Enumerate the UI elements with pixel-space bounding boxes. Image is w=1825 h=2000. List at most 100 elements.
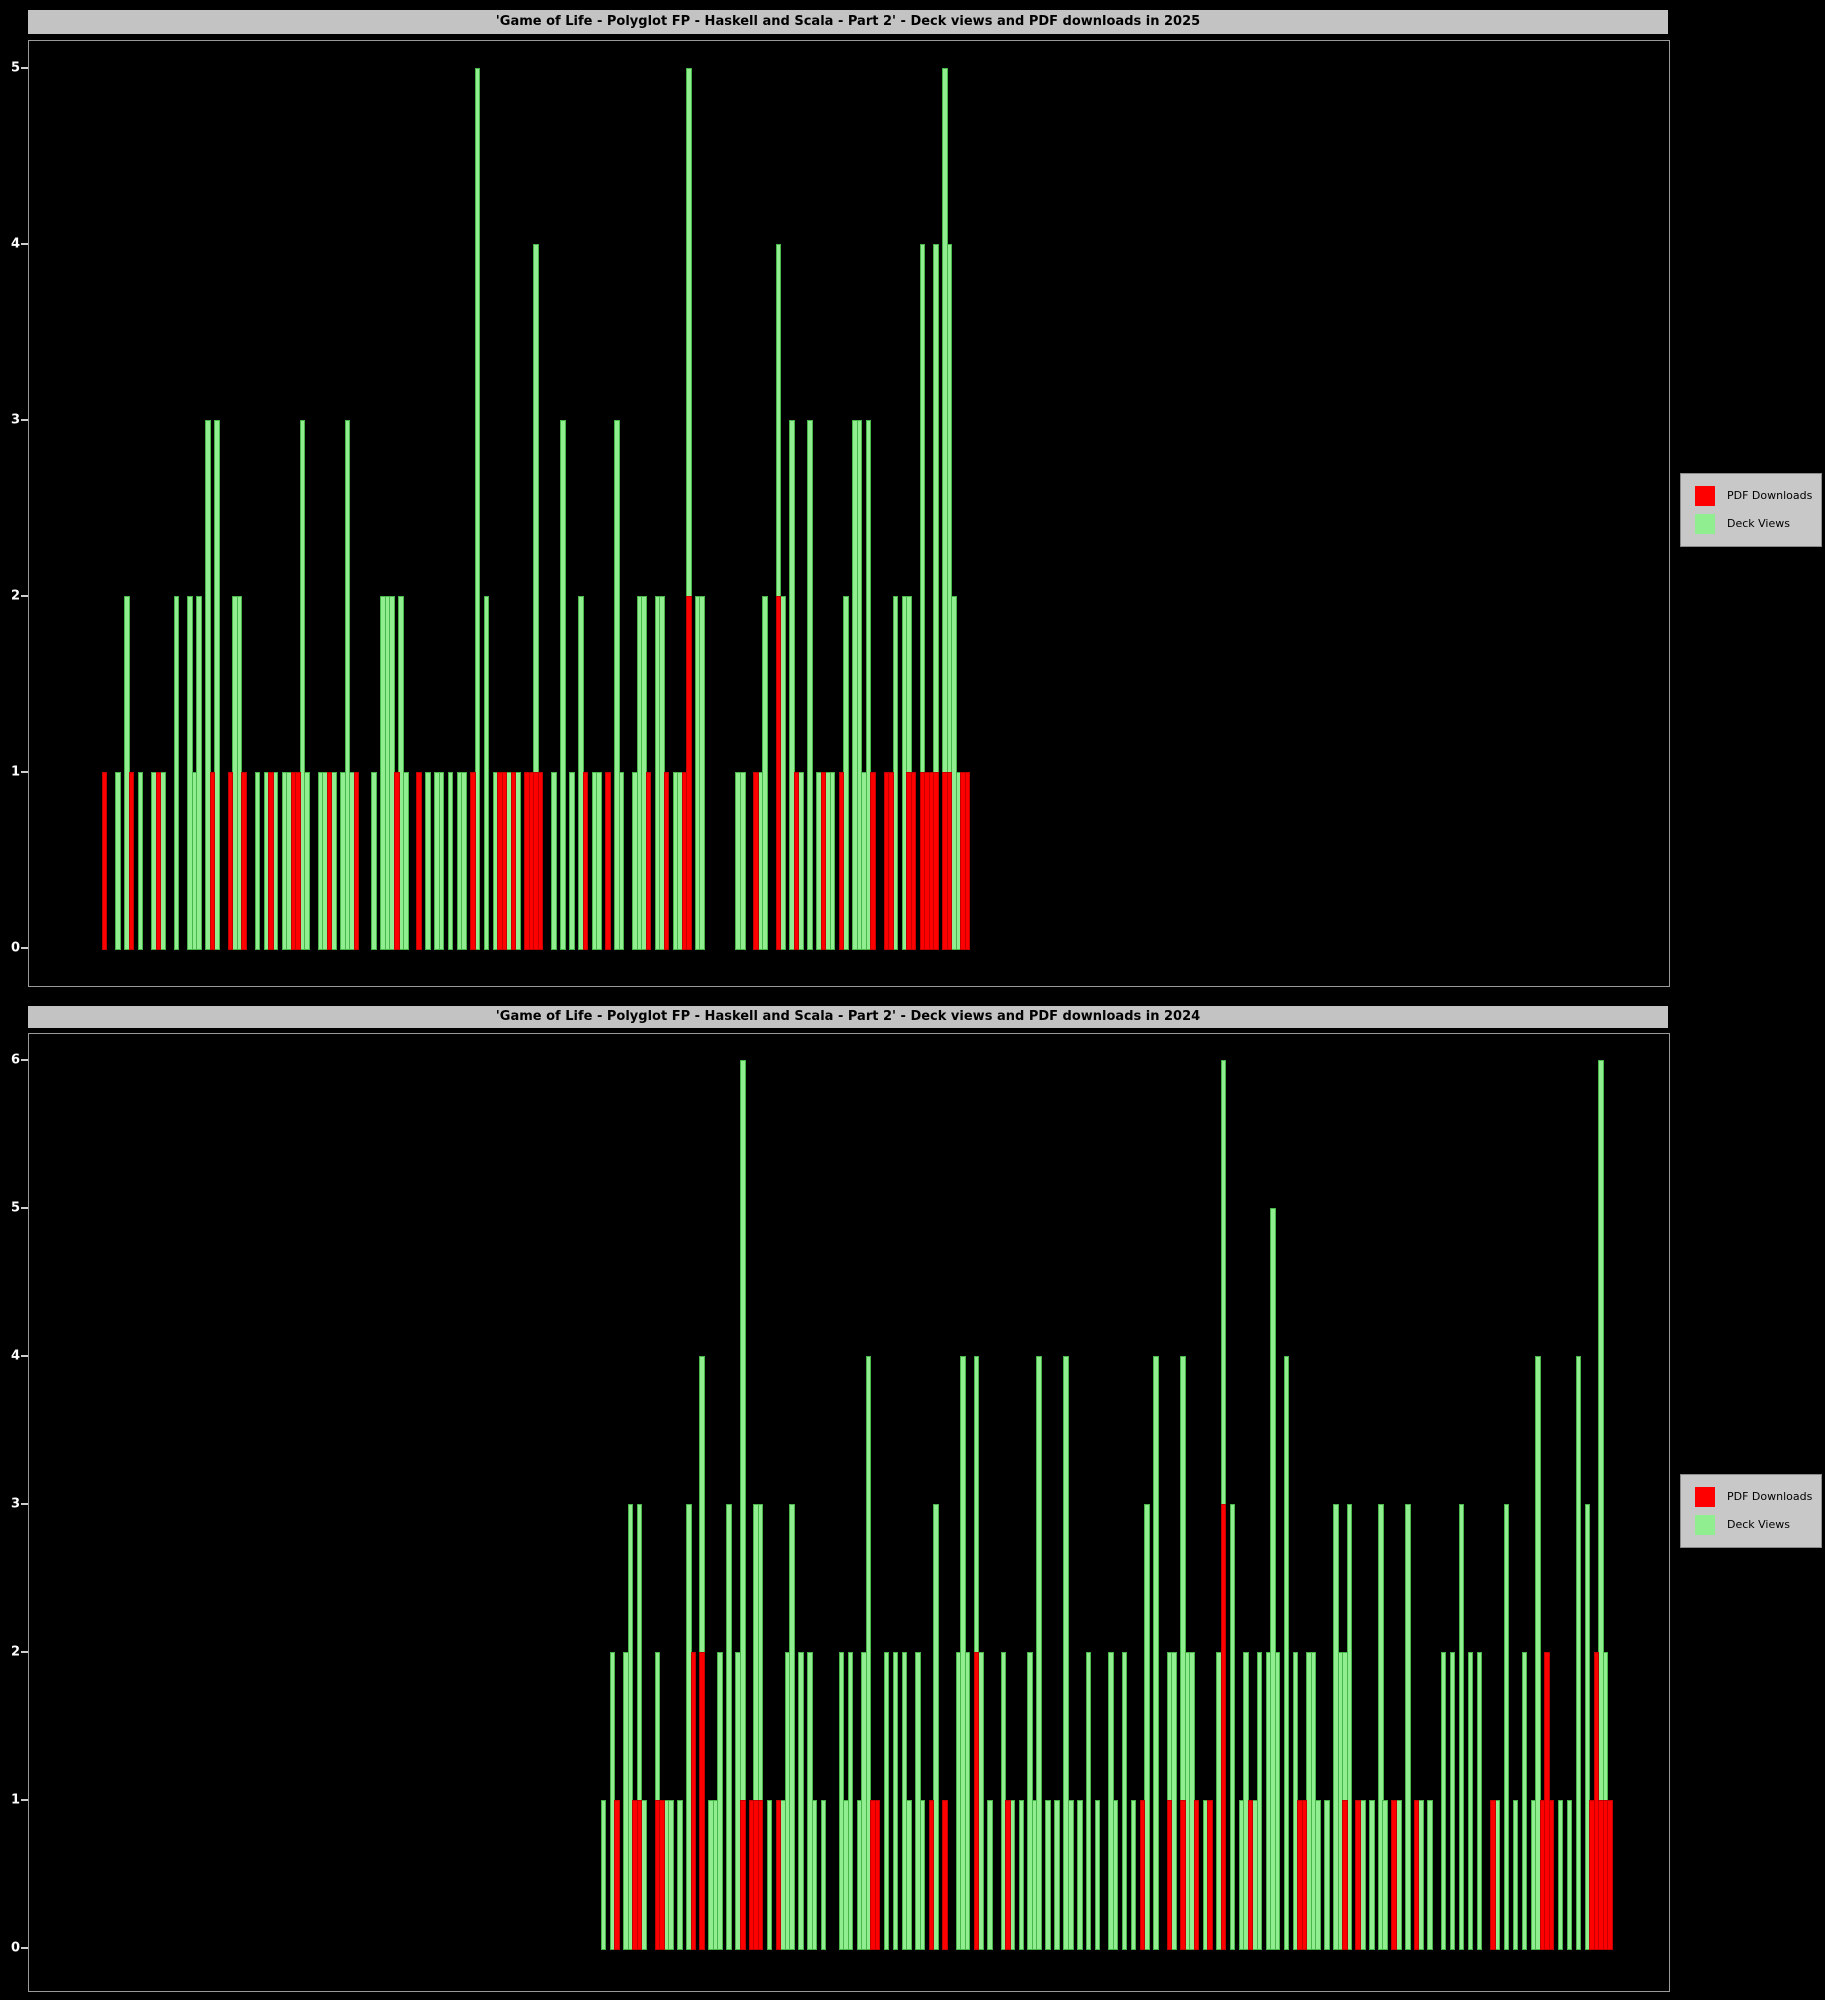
bar-deck-views [1404, 1504, 1411, 1950]
bar-deck-views [1557, 1800, 1564, 1950]
bar-deck-views [569, 772, 575, 950]
y-tick-mark [21, 1799, 28, 1801]
bar-deck-views [883, 1652, 890, 1950]
bar-pdf-downloads [1355, 1800, 1362, 1950]
bar-deck-views [1476, 1652, 1483, 1950]
legend-item-pdf-downloads: PDF Downloads [1681, 482, 1821, 510]
bar-pdf-downloads [1342, 1800, 1348, 1950]
y-tick-mark [21, 771, 28, 773]
bar-deck-views [1458, 1504, 1465, 1950]
bar-deck-views [1085, 1652, 1092, 1950]
bar-pdf-downloads [353, 772, 360, 950]
bar-pdf-downloads [537, 772, 544, 950]
bar-pdf-downloads [739, 1800, 746, 1950]
bar-pdf-downloads [690, 1652, 697, 1950]
bar-deck-views [699, 596, 706, 950]
bar-deck-views [987, 1800, 993, 1950]
bar-pdf-downloads [793, 772, 800, 950]
bar-pdf-downloads [605, 772, 611, 950]
bar-pdf-downloads [241, 772, 247, 950]
bar-deck-views [919, 1800, 926, 1950]
bar-deck-views [1346, 1504, 1353, 1950]
bar-deck-views [1076, 1800, 1083, 1950]
bar-deck-views [677, 1800, 683, 1950]
y-tick-mark [21, 1503, 28, 1505]
bar-deck-views [668, 1800, 674, 1950]
bar-pdf-downloads [946, 772, 953, 950]
bar-deck-views [807, 420, 813, 950]
bar-deck-views [1153, 1356, 1159, 1950]
bar-pdf-downloads [1247, 1800, 1254, 1950]
bar-pdf-downloads [645, 772, 652, 950]
bar-pdf-downloads [1166, 1800, 1173, 1950]
bar-deck-views [1270, 1208, 1276, 1950]
bar-deck-views [1377, 1504, 1384, 1950]
bar-deck-views [1575, 1356, 1582, 1950]
y-tick-mark [21, 1207, 28, 1209]
bar-deck-views [847, 1652, 854, 1950]
bar-deck-views [964, 1652, 971, 1950]
bar-deck-views [1427, 1800, 1433, 1950]
y-tick-mark [21, 1651, 28, 1653]
bar-deck-views [205, 420, 211, 950]
bar-pdf-downloads [928, 1800, 935, 1950]
bar-deck-views [1036, 1356, 1043, 1950]
y-tick-mark [21, 419, 28, 421]
y-tick-mark [21, 67, 28, 69]
bar-pdf-downloads [973, 1652, 980, 1950]
bar-pdf-downloads [1005, 1800, 1011, 1950]
pdf-downloads-label: PDF Downloads [1727, 1490, 1813, 1503]
bar-pdf-downloads [933, 772, 939, 950]
bar-pdf-downloads [510, 772, 517, 950]
bar-pdf-downloads [699, 1652, 706, 1950]
y-tick-label: 2 [10, 1644, 20, 1660]
bar-pdf-downloads [268, 772, 274, 950]
bar-pdf-downloads [888, 772, 894, 950]
bar-pdf-downloads [753, 772, 759, 950]
bar-deck-views [1382, 1800, 1389, 1950]
bar-deck-views [1440, 1652, 1447, 1950]
bar-pdf-downloads [128, 772, 135, 950]
deck-views-swatch [1695, 1515, 1715, 1535]
y-tick-label: 3 [10, 1496, 20, 1512]
bar-pdf-downloads [227, 772, 234, 950]
bar-deck-views [1229, 1504, 1236, 1950]
y-tick-label: 4 [10, 1348, 20, 1364]
bar-deck-views [196, 596, 202, 950]
legend-item-deck-views: Deck Views [1681, 1511, 1821, 1539]
y-tick-label: 3 [10, 412, 20, 428]
y-tick-label: 1 [10, 764, 20, 780]
bar-deck-views [438, 772, 445, 950]
bar-deck-views [483, 596, 490, 950]
bar-deck-views [766, 1800, 773, 1950]
bar-deck-views [137, 772, 144, 950]
bar-deck-views [304, 772, 310, 950]
bar-deck-views [474, 68, 481, 950]
y-tick-label: 0 [10, 1940, 20, 1956]
bar-deck-views [600, 1800, 607, 1950]
bar-deck-views [789, 1504, 795, 1950]
bar-deck-views [1368, 1800, 1375, 1950]
bar-deck-views [115, 772, 121, 950]
bar-pdf-downloads [686, 596, 692, 950]
bar-deck-views [798, 1652, 804, 1950]
chart-title-2024: 'Game of Life - Polyglot FP - Haskell an… [28, 1006, 1668, 1028]
bar-pdf-downloads [614, 1800, 620, 1950]
y-tick-mark [21, 1947, 28, 1949]
bar-pdf-downloads [155, 772, 162, 950]
y-tick-mark [21, 1059, 28, 1061]
bar-deck-views [1067, 1800, 1074, 1950]
bar-deck-views [596, 772, 602, 950]
bar-deck-views [811, 1800, 818, 1950]
bar-deck-views [865, 420, 872, 950]
deck-views-swatch [1695, 514, 1715, 534]
bar-deck-views [1144, 1504, 1150, 1950]
bar-pdf-downloads [757, 1800, 764, 1950]
bar-pdf-downloads [1139, 1800, 1146, 1950]
bar-deck-views [447, 772, 454, 950]
y-tick-label: 5 [10, 1200, 20, 1216]
deck-views-label: Deck Views [1727, 1518, 1790, 1531]
bar-deck-views [1315, 1800, 1321, 1950]
deck-views-label: Deck Views [1727, 517, 1790, 530]
bar-deck-views [425, 772, 431, 950]
